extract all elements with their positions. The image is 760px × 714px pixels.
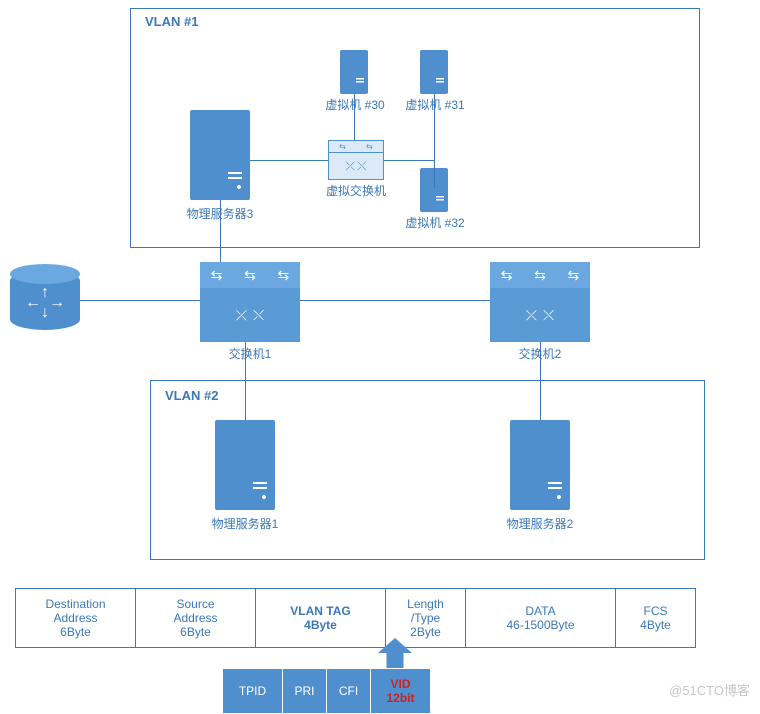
frame-cell: VLAN TAG4Byte: [256, 589, 386, 648]
edge-switch1-switch2: [300, 300, 490, 301]
vlan-sub-cell: VID12bit: [371, 669, 431, 714]
edge-vm31-down: [434, 94, 435, 160]
frame-cell: FCS4Byte: [616, 589, 696, 648]
frame-cell: Length/Type2Byte: [386, 589, 466, 648]
virtual-switch-icon: ⇆⇆ ⤫⤬: [328, 140, 384, 180]
physical-server1-icon: [215, 420, 275, 510]
frame-cell: DestinationAddress6Byte: [16, 589, 136, 648]
ethernet-frame-table: DestinationAddress6ByteSourceAddress6Byt…: [15, 588, 696, 648]
vlan-sub-cell: TPID: [223, 669, 283, 714]
vlan-sub-cell: PRI: [283, 669, 327, 714]
edge-vm30-vswitch: [354, 94, 355, 140]
edge-server3-vswitch: [250, 160, 328, 161]
frame-cell: SourceAddress6Byte: [136, 589, 256, 648]
vm32-label: 虚拟机 #32: [400, 214, 470, 231]
switch1-icon: ⇆⇆⇆ ⤫⤬: [200, 262, 300, 342]
edge-server3-switch1: [220, 200, 221, 262]
physical-server2-label: 物理服务器2: [500, 515, 580, 532]
switch2-icon: ⇆⇆⇆ ⤫⤬: [490, 262, 590, 342]
vlan-tag-sub-table: TPIDPRICFIVID12bit: [222, 668, 431, 714]
frame-cell: DATA46-1500Byte: [466, 589, 616, 648]
edge-switch2-server2: [540, 342, 541, 420]
watermark-text: @51CTO博客: [669, 680, 750, 699]
edge-switch1-server1: [245, 342, 246, 420]
vm30-icon: [340, 50, 368, 94]
edge-vswitch-right: [384, 160, 434, 161]
edge-vm32-vswitch: [434, 160, 435, 188]
physical-server2-icon: [510, 420, 570, 510]
vlan1-label: VLAN #1: [145, 14, 198, 29]
vlan2-label: VLAN #2: [165, 388, 218, 403]
vm30-label: 虚拟机 #30: [320, 96, 390, 113]
switch1-label: 交换机1: [215, 345, 285, 362]
edge-router-switch1: [80, 300, 200, 301]
vlan-sub-cell: CFI: [327, 669, 371, 714]
physical-server1-label: 物理服务器1: [205, 515, 285, 532]
router-icon: ↑ ←→ ↓: [10, 270, 80, 330]
virtual-switch-label: 虚拟交换机: [318, 182, 394, 199]
vm31-icon: [420, 50, 448, 94]
vm31-label: 虚拟机 #31: [400, 96, 470, 113]
physical-server3-icon: [190, 110, 250, 200]
